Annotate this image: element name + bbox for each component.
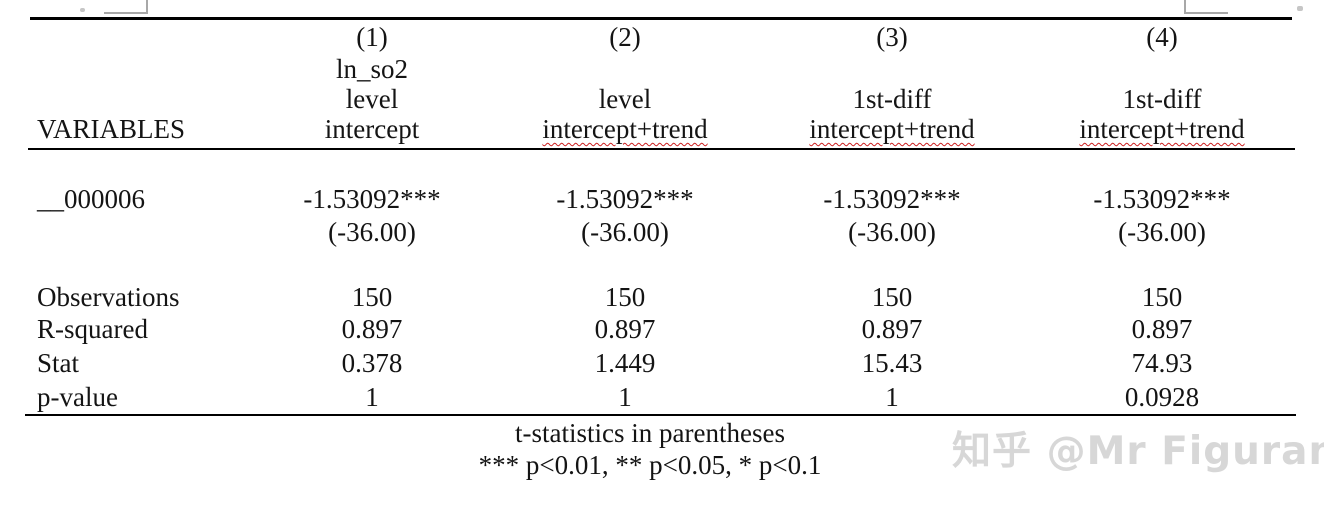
empty-cell — [30, 52, 250, 86]
stat-value: 0.0928 — [1124, 382, 1200, 412]
table-row-variables-header: VARIABLES intercept intercept+trend inte… — [30, 112, 1296, 146]
tstat-3: (-36.00) — [848, 217, 936, 247]
coefficient-estimate-4: -1.53092*** — [1093, 184, 1231, 214]
coefficient-estimate-2: -1.53092*** — [556, 184, 694, 214]
model-number-4: (4) — [1146, 22, 1178, 52]
stat-value: 0.897 — [1131, 314, 1193, 344]
empty-cell — [756, 52, 1028, 86]
crop-artifact-speck-left — [80, 8, 85, 12]
table-row-p-value: p-value 1 1 1 0.0928 — [30, 380, 1296, 414]
spec-level-1: level — [345, 84, 399, 114]
crop-artifact-right-corner — [1184, 12, 1228, 14]
table-row-spec-level: level level 1st-diff 1st-diff — [30, 82, 1296, 116]
table-header-rule — [28, 148, 1295, 150]
stat-value: 0.897 — [341, 314, 403, 344]
model-number-3: (3) — [876, 22, 908, 52]
spellcheck-squiggle-text: intercept+trend — [542, 114, 708, 144]
tstat-4: (-36.00) — [1118, 217, 1206, 247]
variables-header-label: VARIABLES — [37, 114, 186, 144]
stat-value: 1 — [885, 382, 899, 412]
spec-level-2: level — [598, 84, 652, 114]
table-row-stat: Stat 0.378 1.449 15.43 74.93 — [30, 346, 1296, 380]
tstat-1: (-36.00) — [328, 217, 416, 247]
coefficient-estimate-1: -1.53092*** — [303, 184, 441, 214]
spec-intercept-4: intercept+trend — [1028, 112, 1296, 146]
empty-cell — [30, 82, 250, 116]
stat-value: 0.897 — [594, 314, 656, 344]
table-bottom-rule — [25, 414, 1296, 416]
table-top-rule — [30, 17, 1292, 20]
tstat-2: (-36.00) — [581, 217, 669, 247]
note-tstats: t-statistics in parentheses — [515, 418, 785, 448]
spec-intercept-1: intercept — [324, 114, 420, 144]
crop-artifact-right-corner-vertical — [1184, 0, 1186, 14]
stat-label: Observations — [37, 282, 180, 312]
stat-value: 150 — [1141, 282, 1183, 312]
note-significance: *** p<0.01, ** p<0.05, * p<0.1 — [478, 450, 822, 480]
stat-value: 15.43 — [861, 348, 923, 378]
table-row-model-numbers: (1) (2) (3) (4) — [30, 20, 1296, 54]
zhihu-watermark: 知乎 @Mr Figurant — [952, 429, 1324, 474]
stat-label: p-value — [37, 382, 118, 412]
stat-value: 150 — [871, 282, 913, 312]
stat-value: 0.897 — [861, 314, 923, 344]
table-row-r-squared: R-squared 0.897 0.897 0.897 0.897 — [30, 312, 1296, 346]
spec-intercept-2: intercept+trend — [494, 112, 756, 146]
stat-value: 1.449 — [594, 348, 656, 378]
table-row-dep-var: ln_so2 — [30, 52, 1296, 86]
crop-artifact-left-corner-vertical — [146, 0, 148, 14]
stat-value: 74.93 — [1131, 348, 1193, 378]
table-row-tstats: (-36.00) (-36.00) (-36.00) (-36.00) — [30, 215, 1296, 249]
stat-value: 150 — [351, 282, 393, 312]
spec-intercept-3: intercept+trend — [756, 112, 1028, 146]
spellcheck-squiggle-text: intercept+trend — [809, 114, 975, 144]
stat-label: R-squared — [37, 314, 148, 344]
table-row-coefficient: __000006 -1.53092*** -1.53092*** -1.5309… — [30, 182, 1296, 216]
crop-artifact-speck-right — [1297, 6, 1303, 11]
stat-value: 1 — [618, 382, 632, 412]
model-number-2: (2) — [609, 22, 641, 52]
stat-value: 150 — [604, 282, 646, 312]
stat-label: Stat — [37, 348, 80, 378]
spec-level-4: 1st-diff — [1122, 84, 1202, 114]
coefficient-label: __000006 — [37, 184, 145, 214]
dep-var-label: ln_so2 — [335, 54, 408, 84]
coefficient-estimate-3: -1.53092*** — [823, 184, 961, 214]
table-row-observations: Observations 150 150 150 150 — [30, 280, 1296, 314]
empty-cell — [1028, 52, 1296, 86]
spellcheck-squiggle-text: intercept+trend — [1079, 114, 1245, 144]
stat-value: 0.378 — [341, 348, 403, 378]
empty-cell — [494, 52, 756, 86]
model-number-1: (1) — [356, 22, 388, 52]
empty-cell — [30, 20, 250, 54]
spec-level-3: 1st-diff — [852, 84, 932, 114]
empty-cell — [30, 215, 250, 249]
crop-artifact-left-corner — [104, 12, 148, 14]
stat-value: 1 — [365, 382, 379, 412]
